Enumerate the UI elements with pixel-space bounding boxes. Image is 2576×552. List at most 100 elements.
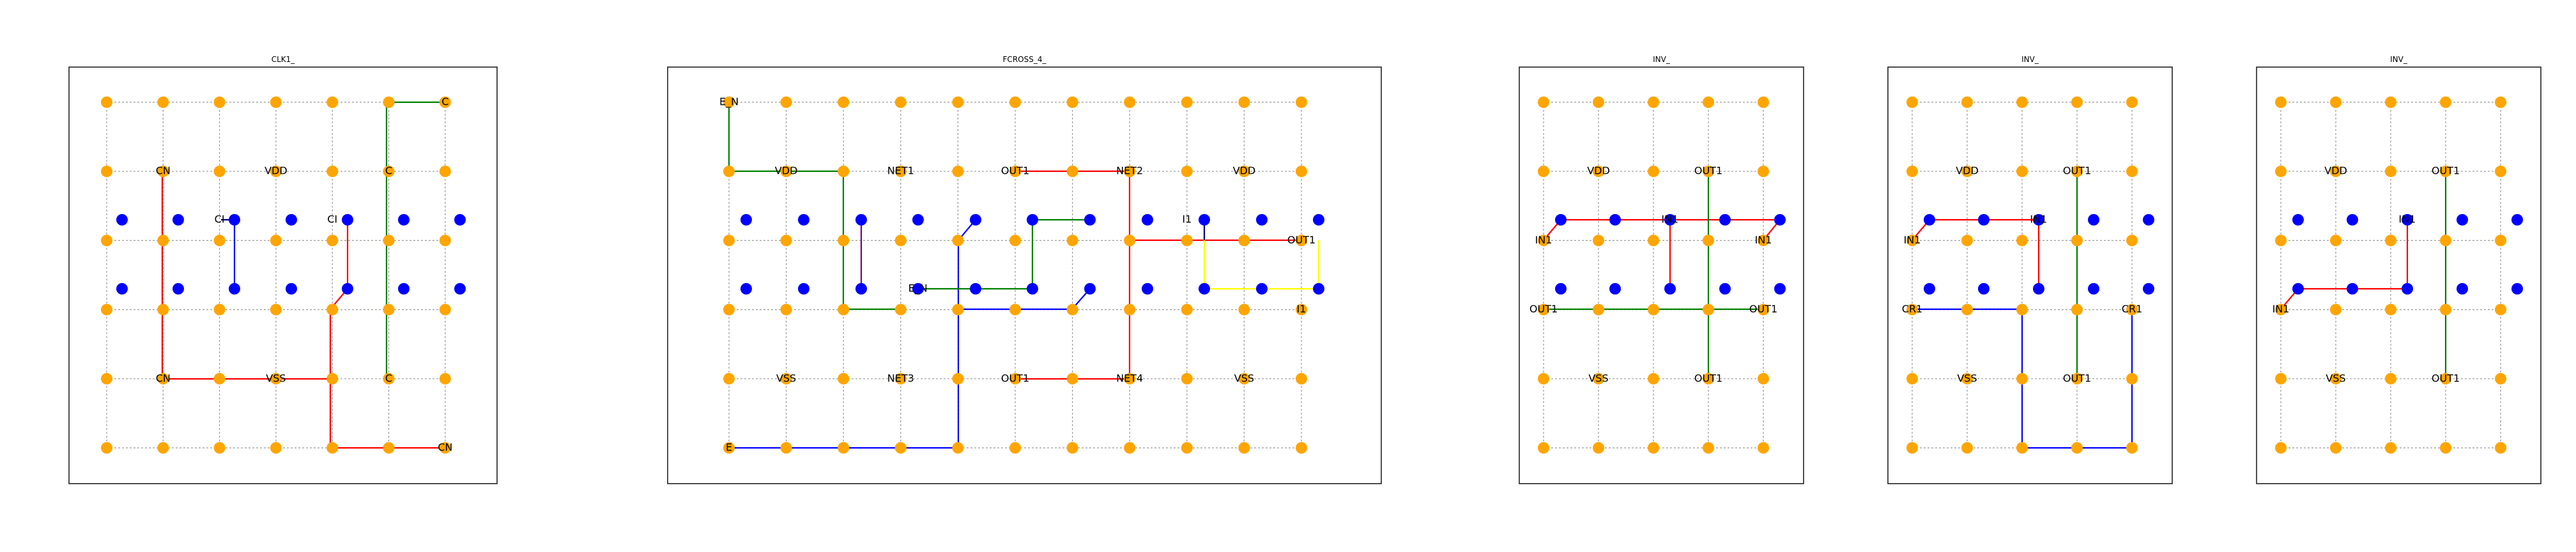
grid-node <box>780 96 792 108</box>
grid-node <box>270 372 282 385</box>
grid-node <box>1066 303 1078 316</box>
pin-node <box>454 214 466 226</box>
pin-node <box>1027 283 1038 295</box>
grid-node <box>213 442 226 454</box>
node-label: E_N <box>719 96 739 109</box>
panel-frame <box>68 66 498 484</box>
grid-node <box>2495 372 2506 385</box>
grid-node <box>1758 234 1769 247</box>
node-label: OUT1 <box>1694 372 1722 384</box>
grid-node <box>1593 303 1604 316</box>
pin-node <box>1924 214 1935 226</box>
pin-node <box>855 283 867 295</box>
panel-title: FCROSS_4_ <box>1003 55 1047 64</box>
grid-node <box>2016 165 2028 178</box>
node-label: CR1 <box>1902 303 1922 315</box>
grid-node <box>439 165 451 178</box>
pin-node <box>798 283 809 295</box>
grid-node <box>2016 303 2028 316</box>
pin-node <box>398 214 410 226</box>
grid-node <box>723 372 735 385</box>
grid-node <box>1296 303 1307 316</box>
node-label: OUT1 <box>1001 165 1029 177</box>
pin-node <box>740 214 752 226</box>
grid-node <box>894 234 907 247</box>
pin-node <box>1719 283 1731 295</box>
node-label: NET3 <box>887 372 914 384</box>
pin-node <box>912 214 924 226</box>
node-label: VSS <box>1957 372 1977 384</box>
pin-node <box>2347 283 2358 295</box>
pin-node <box>1084 214 1096 226</box>
pin-node <box>2511 283 2523 295</box>
grid-node <box>1009 96 1021 108</box>
grid-node <box>101 303 112 316</box>
node-label: CI <box>215 213 225 225</box>
node-label: NET1 <box>887 165 914 177</box>
grid-node <box>723 165 735 178</box>
grid-node <box>1238 372 1250 385</box>
pin-node <box>1084 283 1096 295</box>
grid-node <box>1703 234 1714 247</box>
pin-node <box>454 283 466 295</box>
grid-node <box>213 303 226 316</box>
grid-node <box>1181 303 1193 316</box>
pin-node <box>2347 214 2358 226</box>
grid-node <box>1758 372 1769 385</box>
node-label: OUT1 <box>2063 372 2091 384</box>
grid-node <box>1238 303 1250 316</box>
node-label: CN <box>438 441 452 454</box>
grid-node <box>2385 372 2396 385</box>
grid-node <box>439 96 451 108</box>
grid-node <box>894 442 907 454</box>
grid-node <box>1648 96 1659 108</box>
grid-node <box>1961 234 1973 247</box>
grid-node <box>1648 303 1659 316</box>
grid-node <box>723 96 735 108</box>
grid-node <box>2440 372 2451 385</box>
grid-node <box>952 372 964 385</box>
node-label: E <box>726 441 732 454</box>
pin-node <box>970 283 981 295</box>
grid-node <box>1703 165 1714 178</box>
node-label: OUT1 <box>2432 372 2460 384</box>
grid-node <box>326 372 339 385</box>
pin-node <box>2457 283 2468 295</box>
grid-node <box>1181 165 1193 178</box>
pin-node <box>1609 283 1621 295</box>
grid-node <box>1703 372 1714 385</box>
grid-node <box>1066 96 1078 108</box>
grid-node <box>1648 442 1659 454</box>
route-wire <box>329 220 349 379</box>
grid-node <box>838 96 850 108</box>
grid-node <box>1538 442 1549 454</box>
grid-node <box>270 234 282 247</box>
pin-node <box>2143 214 2154 226</box>
grid-node <box>2016 372 2028 385</box>
grid-node <box>326 234 339 247</box>
pin-node <box>229 283 240 295</box>
grid-node <box>1906 372 1918 385</box>
node-label: OUT1 <box>2063 165 2091 177</box>
grid-node <box>1593 234 1604 247</box>
panel-title: CLK1_ <box>272 55 296 64</box>
grid-node <box>270 303 282 316</box>
grid-node <box>213 96 226 108</box>
grid-node <box>952 96 964 108</box>
node-label: CI <box>327 213 337 225</box>
grid-node <box>383 234 395 247</box>
grid-node <box>723 303 735 316</box>
grid-node <box>838 372 850 385</box>
grid-node <box>1593 372 1604 385</box>
grid-node <box>1906 96 1918 108</box>
grid-node <box>439 442 451 454</box>
grid-node <box>838 234 850 247</box>
pin-node <box>1256 283 1268 295</box>
pin-node <box>342 214 353 226</box>
pin-node <box>912 283 924 295</box>
pin-node <box>1142 214 1153 226</box>
grid-node <box>1593 96 1604 108</box>
grid-node <box>1703 442 1714 454</box>
pin-node <box>1719 214 1731 226</box>
pin-node <box>798 214 809 226</box>
